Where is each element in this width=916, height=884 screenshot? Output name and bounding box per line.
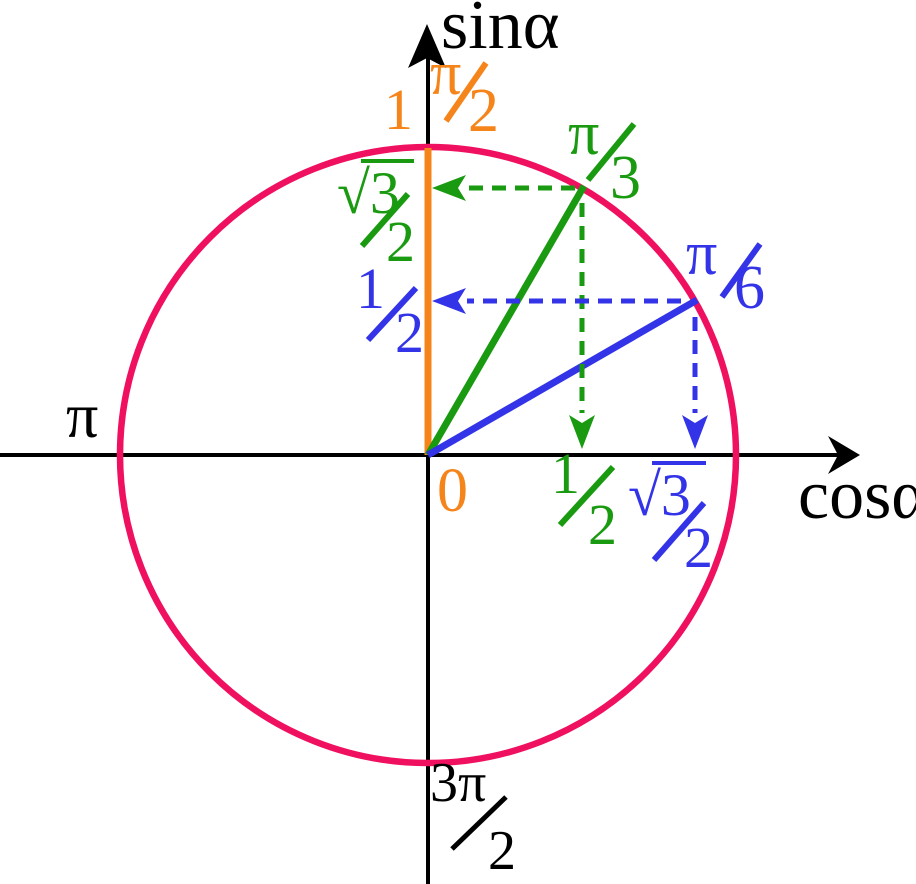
sin-pi-over-6-numerator: 1 <box>356 256 385 321</box>
cos-pi-over-3-denominator: 2 <box>588 492 617 557</box>
sin-pi-over-2-value: 1 <box>384 77 413 142</box>
pi-over-2-fraction-slash <box>443 61 489 123</box>
pi-label: π <box>66 380 98 451</box>
unit-circle <box>116 143 740 767</box>
x-axis-arrow-icon <box>828 436 860 474</box>
pi-over-6-fraction-slash <box>719 242 763 299</box>
y-axis-label: sinα <box>441 0 559 64</box>
cos-pi-over-6-numerator: √3 <box>628 462 691 528</box>
sin-pi-over-3-arrow-icon <box>432 175 466 201</box>
x-axis-label: cosα <box>798 457 916 534</box>
sin-pi-over-3-fraction-slash <box>359 192 411 248</box>
three-pi-over-2-fraction-slash <box>450 795 508 851</box>
sin-pi-over-3-denominator: 2 <box>386 209 415 274</box>
sin-pi-over-6-arrow-icon <box>432 288 466 314</box>
pi-over-2-numerator: π <box>430 40 461 108</box>
pi-over-3-numerator: π <box>568 100 599 168</box>
radius-pi-over-6 <box>426 296 699 459</box>
cos-pi-over-3-fraction-slash <box>557 464 616 528</box>
sin-pi-over-6-fraction-slash <box>365 285 419 343</box>
pi-over-6-numerator: π <box>686 220 717 288</box>
cos-pi-over-6-fraction-slash <box>651 501 707 562</box>
radius-pi-over-3 <box>424 184 588 457</box>
pi-over-2-denominator: 2 <box>468 77 499 145</box>
three-pi-over-2-numerator: 3π <box>430 752 486 814</box>
cos-pi-over-3-numerator: 1 <box>551 441 580 506</box>
pi-over-3-denominator: 3 <box>610 144 641 212</box>
pi-over-3-fraction-slash <box>585 122 637 182</box>
pi-over-6-denominator: 6 <box>734 254 765 322</box>
origin-label: 0 <box>437 457 468 525</box>
y-axis-arrow-icon <box>408 24 446 68</box>
cos-pi-over-6-arrow-icon <box>682 415 708 449</box>
three-pi-over-2-denominator: 2 <box>488 820 516 882</box>
cos-pi-over-3-arrow-icon <box>569 415 595 449</box>
cos-pi-over-6-denominator: 2 <box>684 515 713 580</box>
sin-pi-over-6-denominator: 2 <box>395 300 424 365</box>
